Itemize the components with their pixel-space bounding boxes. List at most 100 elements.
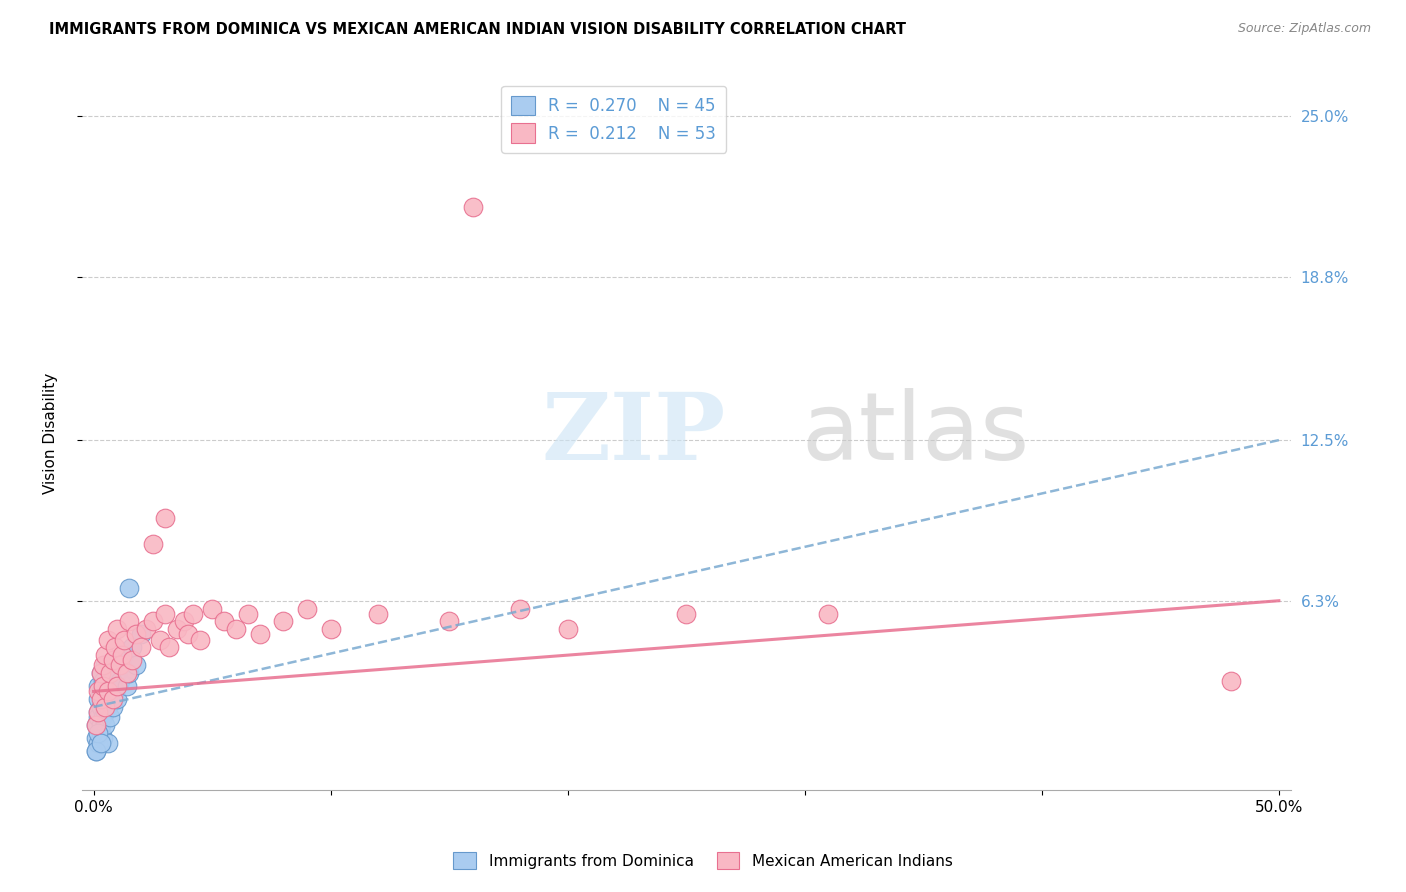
- Point: [90, 726, 112, 740]
- Point: [225, 622, 247, 636]
- Point: [125, 627, 148, 641]
- Point: [90, 718, 112, 732]
- Point: [87, 679, 110, 693]
- Point: [94, 648, 117, 662]
- Point: [87, 705, 110, 719]
- Point: [108, 673, 131, 688]
- Point: [84, 718, 107, 732]
- Point: [115, 666, 138, 681]
- Point: [166, 622, 188, 636]
- Point: [98, 666, 121, 681]
- Point: [90, 736, 112, 750]
- Text: atlas: atlas: [801, 388, 1029, 480]
- Y-axis label: Vision Disability: Vision Disability: [44, 373, 58, 494]
- Point: [125, 658, 148, 673]
- Point: [94, 658, 117, 673]
- Point: [118, 581, 141, 595]
- Point: [84, 744, 107, 758]
- Point: [91, 692, 114, 706]
- Point: [142, 615, 165, 629]
- Point: [90, 666, 112, 681]
- Point: [91, 673, 114, 688]
- Point: [817, 607, 839, 621]
- Point: [87, 692, 110, 706]
- Point: [159, 640, 181, 655]
- Point: [295, 601, 318, 615]
- Point: [201, 601, 224, 615]
- Text: IMMIGRANTS FROM DOMINICA VS MEXICAN AMERICAN INDIAN VISION DISABILITY CORRELATIO: IMMIGRANTS FROM DOMINICA VS MEXICAN AMER…: [49, 22, 907, 37]
- Point: [271, 615, 294, 629]
- Point: [101, 679, 124, 693]
- Point: [87, 726, 110, 740]
- Point: [104, 640, 127, 655]
- Point: [212, 615, 235, 629]
- Point: [111, 658, 134, 673]
- Point: [97, 684, 120, 698]
- Point: [97, 632, 120, 647]
- Point: [181, 607, 204, 621]
- Point: [105, 666, 128, 681]
- Point: [91, 710, 114, 724]
- Point: [98, 692, 121, 706]
- Point: [112, 648, 135, 662]
- Point: [90, 666, 112, 681]
- Point: [121, 653, 143, 667]
- Point: [129, 640, 152, 655]
- Point: [249, 627, 271, 641]
- Point: [105, 692, 128, 706]
- Point: [118, 615, 141, 629]
- Point: [94, 684, 117, 698]
- Point: [121, 640, 143, 655]
- Point: [142, 537, 165, 551]
- Point: [98, 666, 121, 681]
- Point: [149, 632, 172, 647]
- Point: [108, 658, 131, 673]
- Point: [1220, 673, 1243, 688]
- Point: [236, 607, 259, 621]
- Point: [509, 601, 531, 615]
- Point: [94, 705, 117, 719]
- Point: [105, 679, 128, 693]
- Point: [112, 632, 135, 647]
- Point: [177, 627, 200, 641]
- Point: [101, 653, 124, 667]
- Point: [101, 700, 124, 714]
- Point: [87, 684, 110, 698]
- Point: [557, 622, 579, 636]
- Point: [104, 684, 127, 698]
- Point: [91, 679, 114, 693]
- Point: [94, 718, 117, 732]
- Point: [675, 607, 697, 621]
- Point: [367, 607, 389, 621]
- Point: [135, 622, 157, 636]
- Text: Source: ZipAtlas.com: Source: ZipAtlas.com: [1237, 22, 1371, 36]
- Point: [105, 622, 128, 636]
- Point: [118, 666, 141, 681]
- Point: [129, 627, 152, 641]
- Point: [90, 700, 112, 714]
- Point: [91, 658, 114, 673]
- Point: [97, 736, 120, 750]
- Point: [319, 622, 342, 636]
- Point: [437, 615, 460, 629]
- Legend: R =  0.270    N = 45, R =  0.212    N = 53: R = 0.270 N = 45, R = 0.212 N = 53: [502, 86, 725, 153]
- Point: [461, 200, 484, 214]
- Point: [84, 718, 107, 732]
- Point: [173, 615, 195, 629]
- Point: [153, 511, 176, 525]
- Point: [90, 692, 112, 706]
- Point: [84, 731, 107, 745]
- Point: [115, 679, 138, 693]
- Point: [87, 705, 110, 719]
- Point: [188, 632, 211, 647]
- Point: [90, 684, 112, 698]
- Point: [97, 679, 120, 693]
- Point: [91, 731, 114, 745]
- Point: [153, 607, 176, 621]
- Point: [94, 700, 117, 714]
- Legend: Immigrants from Dominica, Mexican American Indians: Immigrants from Dominica, Mexican Americ…: [447, 846, 959, 875]
- Point: [98, 710, 121, 724]
- Point: [104, 653, 127, 667]
- Point: [84, 744, 107, 758]
- Point: [111, 648, 134, 662]
